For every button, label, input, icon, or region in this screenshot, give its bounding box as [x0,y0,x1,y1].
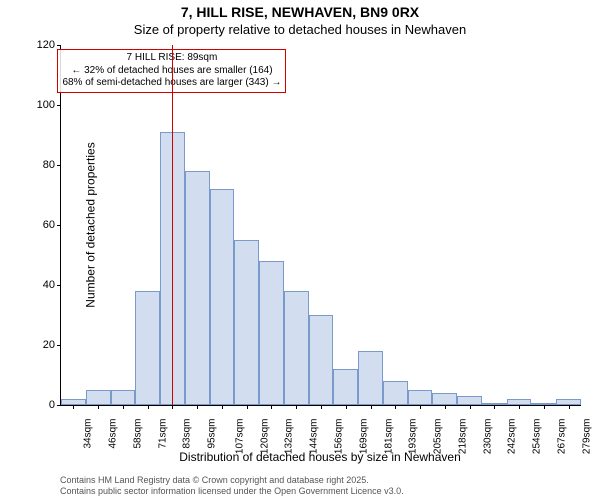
x-tick-mark [197,405,198,409]
histogram-bar [432,393,457,405]
x-tick-mark [371,405,372,409]
x-axis-label: Distribution of detached houses by size … [60,450,580,464]
histogram-bar [135,291,160,405]
x-tick-label: 205sqm [432,419,443,455]
y-tick-mark [57,225,61,226]
x-tick-label: 193sqm [408,419,419,455]
y-tick-mark [57,345,61,346]
x-tick-mark [321,405,322,409]
x-tick-mark [569,405,570,409]
x-tick-mark [470,405,471,409]
footer-line2: Contains public sector information licen… [60,486,404,497]
y-tick-mark [57,45,61,46]
x-tick-label: 156sqm [333,419,344,455]
x-tick-mark [98,405,99,409]
histogram-bar [210,189,235,405]
chart-container: 7, HILL RISE, NEWHAVEN, BN9 0RX Size of … [0,0,600,500]
x-tick-label: 144sqm [309,419,320,455]
x-tick-mark [494,405,495,409]
x-tick-label: 95sqm [207,419,218,449]
x-tick-mark [395,405,396,409]
x-tick-label: 107sqm [234,419,245,455]
x-tick-mark [346,405,347,409]
x-tick-mark [148,405,149,409]
histogram-bar [284,291,309,405]
x-tick-mark [445,405,446,409]
histogram-bar [309,315,334,405]
y-tick-mark [57,405,61,406]
x-tick-label: 242sqm [507,419,518,455]
histogram-bar [408,390,433,405]
x-tick-label: 120sqm [259,419,270,455]
histogram-bar [333,369,358,405]
x-tick-mark [544,405,545,409]
x-tick-label: 34sqm [83,419,94,449]
histogram-bar [457,396,482,405]
y-tick-mark [57,285,61,286]
x-tick-mark [519,405,520,409]
marker-vertical-line [172,45,173,405]
histogram-bar [234,240,259,405]
x-tick-label: 71sqm [157,419,168,449]
chart-title-sub: Size of property relative to detached ho… [0,22,600,37]
y-tick-mark [57,165,61,166]
x-tick-mark [247,405,248,409]
x-tick-label: 58sqm [132,419,143,449]
x-tick-mark [296,405,297,409]
plot-area: 7 HILL RISE: 89sqm ← 32% of detached hou… [60,45,581,406]
histogram-bar [259,261,284,405]
x-tick-label: 169sqm [358,419,369,455]
x-tick-label: 254sqm [531,419,542,455]
x-tick-mark [73,405,74,409]
x-tick-label: 83sqm [182,419,193,449]
x-tick-label: 132sqm [284,419,295,455]
x-tick-label: 218sqm [457,419,468,455]
x-tick-mark [172,405,173,409]
x-tick-label: 230sqm [482,419,493,455]
histogram-bar [185,171,210,405]
x-tick-label: 46sqm [108,419,119,449]
chart-title-main: 7, HILL RISE, NEWHAVEN, BN9 0RX [0,4,600,20]
histogram-bar [86,390,111,405]
histogram-bar [383,381,408,405]
x-tick-mark [123,405,124,409]
histogram-bar [111,390,136,405]
footer-attribution: Contains HM Land Registry data © Crown c… [60,475,404,497]
x-tick-mark [420,405,421,409]
y-tick-mark [57,105,61,106]
histogram-bar [358,351,383,405]
x-tick-label: 181sqm [383,419,394,455]
x-tick-mark [222,405,223,409]
x-tick-label: 267sqm [556,419,567,455]
x-tick-mark [271,405,272,409]
footer-line1: Contains HM Land Registry data © Crown c… [60,475,404,486]
x-tick-label: 279sqm [581,419,592,455]
